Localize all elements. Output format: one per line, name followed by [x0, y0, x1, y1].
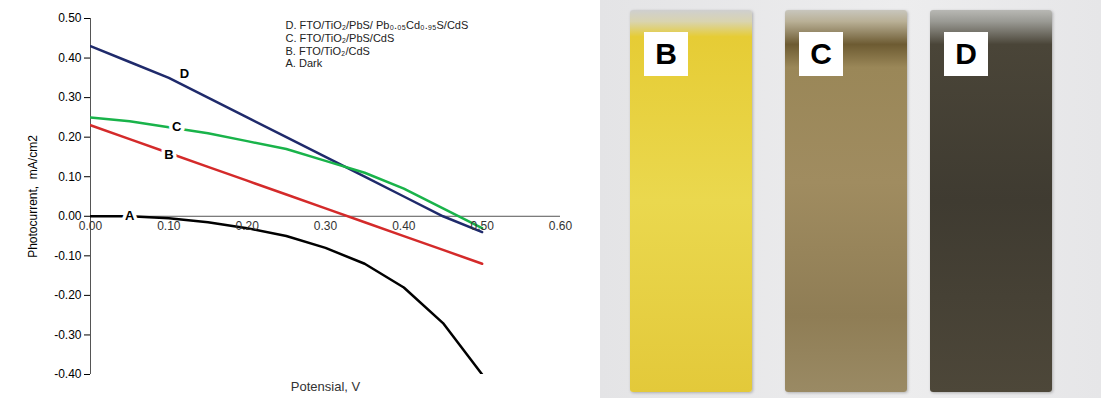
- svg-text:Potensial, V: Potensial, V: [291, 379, 361, 394]
- html-text:B: B: [655, 37, 677, 70]
- svg-text:0.00: 0.00: [58, 209, 82, 223]
- svg-text:0.60: 0.60: [549, 219, 573, 233]
- svg-text:D. FTO/TiO₂/PbS/ Pb₀.₀₅Cd₀.₉₅S: D. FTO/TiO₂/PbS/ Pb₀.₀₅Cd₀.₉₅S/CdSC. FTO…: [286, 19, 469, 69]
- svg-text:0.10: 0.10: [157, 219, 181, 233]
- svg-text:-0.30: -0.30: [54, 328, 82, 342]
- svg-text:Photocurrent, mA/cm2: Photocurrent, mA/cm2: [26, 135, 40, 258]
- svg-text:0.50: 0.50: [470, 219, 494, 233]
- svg-text:0.30: 0.30: [314, 219, 338, 233]
- svg-text:-0.20: -0.20: [54, 288, 82, 302]
- svg-text:-0.10: -0.10: [54, 249, 82, 263]
- svg-text:0.40: 0.40: [392, 219, 416, 233]
- svg-text:0.20: 0.20: [58, 130, 82, 144]
- html-text:C: C: [810, 37, 832, 70]
- svg-text:C: C: [172, 119, 182, 134]
- svg-text:D: D: [180, 66, 189, 81]
- html-text:D: D: [955, 37, 977, 70]
- svg-text:0.20: 0.20: [235, 219, 259, 233]
- svg-text:B: B: [164, 147, 173, 162]
- svg-text:0.30: 0.30: [58, 90, 82, 104]
- svg-text:0.40: 0.40: [58, 51, 82, 65]
- svg-text:0.10: 0.10: [58, 170, 82, 184]
- svg-text:0.50: 0.50: [58, 11, 82, 25]
- svg-text:-0.40: -0.40: [54, 367, 82, 381]
- svg-text:A: A: [125, 208, 135, 223]
- svg-text:0.00: 0.00: [79, 219, 103, 233]
